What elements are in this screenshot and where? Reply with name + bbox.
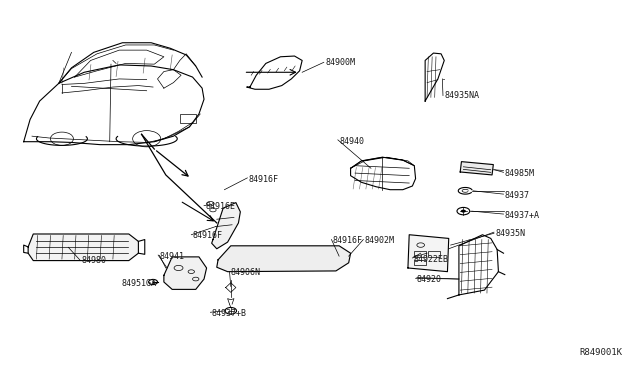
Text: 84902M: 84902M (365, 236, 395, 245)
Polygon shape (164, 257, 207, 289)
Text: 84937+A: 84937+A (505, 211, 540, 220)
Bar (180, 114, 196, 123)
Text: 84906N: 84906N (231, 268, 260, 277)
Bar (414, 251, 426, 257)
Polygon shape (460, 161, 493, 175)
Text: 84980: 84980 (81, 256, 106, 265)
Text: 84941: 84941 (159, 251, 184, 261)
Text: 84951GA: 84951GA (121, 279, 156, 288)
Polygon shape (217, 246, 351, 272)
Polygon shape (212, 203, 241, 249)
Text: R849001K: R849001K (580, 347, 623, 357)
Text: 84940: 84940 (339, 137, 364, 146)
Text: 84900M: 84900M (325, 58, 355, 67)
Text: 84985M: 84985M (505, 169, 535, 177)
Polygon shape (28, 234, 138, 260)
Text: 84916F: 84916F (333, 236, 363, 245)
Text: 84922EB: 84922EB (413, 254, 449, 264)
Polygon shape (408, 235, 449, 272)
Text: 84916E: 84916E (205, 202, 236, 211)
Text: 84920: 84920 (417, 275, 442, 283)
Bar (414, 260, 426, 265)
Text: 84935N: 84935N (495, 230, 525, 238)
Text: 84916F: 84916F (248, 175, 278, 184)
Bar (428, 251, 440, 257)
Text: 84937+B: 84937+B (212, 309, 246, 318)
Circle shape (461, 210, 466, 212)
Text: 84916F: 84916F (193, 231, 223, 240)
Text: 84935NA: 84935NA (444, 91, 479, 100)
Text: 84937: 84937 (505, 191, 530, 200)
